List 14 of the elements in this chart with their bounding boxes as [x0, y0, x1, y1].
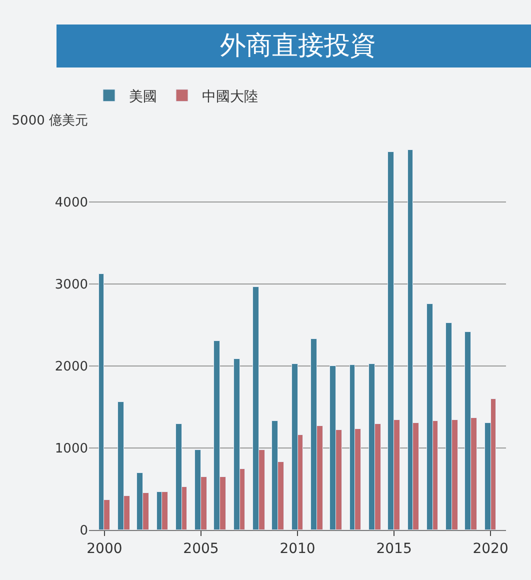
x-tick-label: 2015	[376, 540, 412, 557]
legend-label: 中國大陸	[202, 88, 258, 105]
x-tick-label: 2010	[280, 540, 316, 557]
x-tick-label: 2020	[472, 540, 508, 557]
y-tick-label: 2000	[54, 360, 88, 375]
y-tick-label: 4000	[54, 196, 88, 211]
y-tick-label: 5000 億美元	[12, 112, 88, 129]
y-tick-label: 1000	[54, 442, 88, 457]
x-tick-label: 2005	[183, 540, 219, 557]
legend-label: 美國	[129, 88, 157, 105]
chart-title: 外商直接投資	[220, 31, 376, 61]
x-tick-label: 2000	[86, 540, 122, 557]
y-tick-label: 0	[80, 524, 88, 539]
y-tick-label: 3000	[54, 278, 88, 293]
